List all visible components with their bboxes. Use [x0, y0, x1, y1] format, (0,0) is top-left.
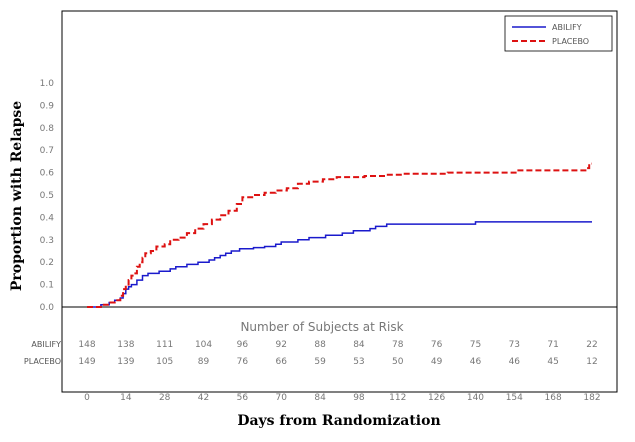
- y-tick-label: 1.0: [40, 79, 55, 89]
- series-layer: [87, 162, 592, 308]
- y-tick-label: 0.0: [40, 303, 55, 313]
- risk-count: 111: [156, 340, 173, 350]
- x-tick-label: 154: [506, 393, 523, 403]
- x-tick-label: 98: [353, 393, 365, 403]
- x-tick-label: 28: [159, 393, 171, 403]
- x-tick-label: 112: [389, 393, 406, 403]
- y-tick-label: 0.4: [40, 213, 55, 223]
- risk-count: 92: [276, 340, 287, 350]
- risk-count: 149: [78, 357, 95, 367]
- risk-count: 138: [117, 340, 134, 350]
- risk-count: 84: [353, 340, 365, 350]
- risk-count: 148: [78, 340, 95, 350]
- y-tick-label: 0.8: [40, 124, 55, 134]
- x-tick-label: 140: [467, 393, 484, 403]
- x-tick-label: 168: [545, 393, 562, 403]
- risk-count: 12: [586, 357, 597, 367]
- legend: ABILIFY PLACEBO: [504, 15, 613, 52]
- risk-count: 71: [547, 340, 558, 350]
- x-tick-label: 14: [120, 393, 132, 403]
- series-line-placebo: [87, 162, 592, 308]
- risk-count: 89: [198, 357, 210, 367]
- y-tick-label: 0.1: [40, 281, 54, 291]
- x-tick-label: 0: [84, 393, 90, 403]
- risk-count: 73: [509, 340, 520, 350]
- x-axis-title: Days from Randomization: [237, 413, 440, 429]
- y-tick-label: 0.2: [40, 258, 54, 268]
- legend-label-placebo: PLACEBO: [552, 37, 589, 46]
- x-tick-label: 126: [428, 393, 445, 403]
- risk-count: 59: [314, 357, 326, 367]
- risk-count: 105: [156, 357, 173, 367]
- risk-count: 53: [353, 357, 364, 367]
- y-tick-label: 0.3: [40, 236, 54, 246]
- x-tick-label: 56: [237, 393, 249, 403]
- risk-count: 50: [392, 357, 404, 367]
- y-tick-label: 0.6: [40, 169, 55, 179]
- legend-label-abilify: ABILIFY: [552, 23, 582, 32]
- risk-count: 104: [195, 340, 212, 350]
- plot-frame: [61, 10, 618, 393]
- risk-count: 45: [547, 357, 558, 367]
- risk-count: 75: [470, 340, 481, 350]
- y-tick-label: 0.9: [40, 101, 55, 111]
- x-axis-ticks: 0 14 28 42 56 70 84 98 112 126 140 154 168 182: [84, 393, 600, 403]
- x-tick-label: 182: [583, 393, 600, 403]
- series-line-abilify: [87, 221, 592, 308]
- risk-count: 22: [586, 340, 597, 350]
- risk-row-label: PLACEBO: [24, 357, 61, 366]
- risk-count: 46: [509, 357, 521, 367]
- risk-count: 76: [431, 340, 443, 350]
- y-axis-title: Proportion with Relapse: [9, 101, 25, 291]
- risk-count: 76: [237, 357, 249, 367]
- x-tick-label: 84: [314, 393, 326, 403]
- risk-count: 49: [431, 357, 443, 367]
- x-tick-label: 70: [276, 393, 288, 403]
- x-tick-label: 42: [198, 393, 209, 403]
- risk-table: Number of Subjects at Risk ABILIFY 148 138…: [24, 320, 598, 367]
- y-tick-label: 0.7: [40, 146, 54, 156]
- risk-count: 46: [470, 357, 482, 367]
- legend-box: [504, 15, 613, 52]
- y-axis-ticks: 0.0 0.1 0.2 0.3 0.4 0.5 0.6 0.7 0.8 0.9 1.0: [40, 79, 55, 313]
- risk-table-title: Number of Subjects at Risk: [240, 320, 403, 334]
- risk-count: 78: [392, 340, 404, 350]
- risk-count: 66: [276, 357, 288, 367]
- risk-count: 88: [314, 340, 326, 350]
- y-tick-label: 0.5: [40, 191, 54, 201]
- risk-count: 96: [237, 340, 249, 350]
- risk-count: 139: [117, 357, 134, 367]
- risk-row-label: ABILIFY: [31, 340, 61, 349]
